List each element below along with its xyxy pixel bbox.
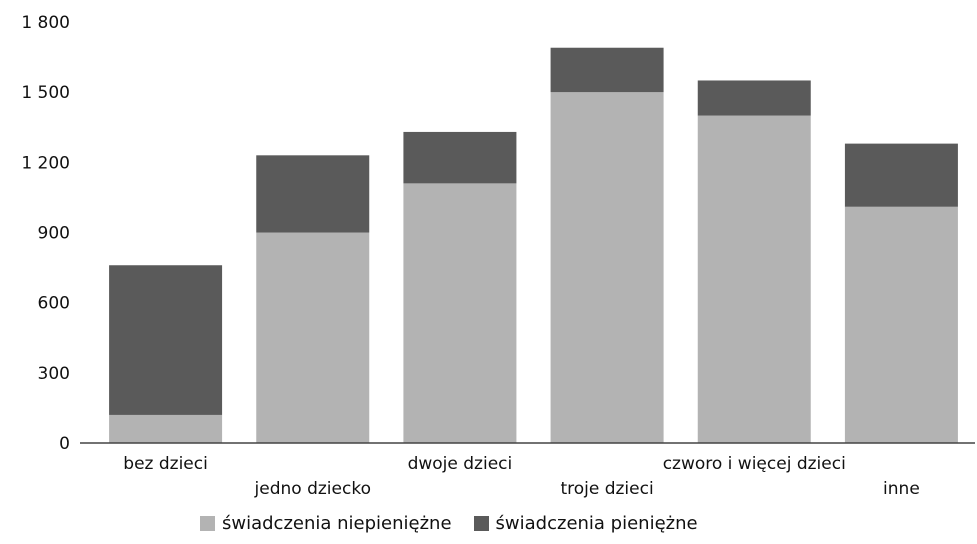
- y-axis-ticks: 0 300 600 900 1 200 1 500 1 800: [21, 13, 70, 454]
- legend-swatch-nonmonetary: [200, 516, 215, 531]
- x-category-label: dwoje dzieci: [408, 454, 513, 474]
- y-tick-label: 1 500: [21, 83, 70, 103]
- bar-segment-monetary-4: [697, 80, 811, 116]
- bar-segment-monetary-3: [550, 47, 664, 93]
- legend-label-monetary: świadczenia pieniężne: [495, 513, 698, 534]
- legend-label-nonmonetary: świadczenia niepieniężne: [222, 513, 452, 534]
- x-category-label: inne: [883, 479, 920, 499]
- bar-segment-monetary-5: [844, 143, 958, 207]
- bar-segment-nonmonetary-5: [844, 206, 958, 443]
- bar-segment-monetary-2: [403, 131, 517, 184]
- y-tick-label: 0: [59, 434, 70, 454]
- bar-segment-nonmonetary-3: [550, 92, 664, 444]
- bar-segment-nonmonetary-0: [109, 414, 223, 443]
- legend: świadczenia niepieniężne świadczenia pie…: [200, 513, 720, 534]
- legend-item-nonmonetary: świadczenia niepieniężne: [200, 513, 452, 534]
- bar-segment-monetary-0: [109, 265, 223, 415]
- y-tick-label: 300: [38, 364, 70, 384]
- x-category-label: czworo i więcej dzieci: [663, 454, 846, 474]
- y-tick-label: 1 200: [21, 153, 70, 173]
- x-axis-labels: bez dzieci jedno dziecko dwoje dzieci troje…: [123, 454, 919, 499]
- legend-swatch-monetary: [473, 516, 489, 531]
- y-tick-label: 600: [38, 294, 70, 314]
- y-tick-label: 900: [38, 224, 70, 244]
- bar-segment-monetary-1: [256, 155, 370, 233]
- bars: [109, 47, 958, 444]
- x-category-label: bez dzieci: [123, 454, 208, 474]
- x-category-label: troje dzieci: [560, 479, 653, 499]
- bar-segment-nonmonetary-1: [256, 232, 370, 443]
- chart: 0 300 600 900 1 200 1 500 1 800 bez dzieci jedn…: [21, 13, 975, 499]
- y-tick-label: 1 800: [21, 13, 70, 33]
- x-category-label: jedno dziecko: [254, 479, 371, 499]
- legend-item-monetary: świadczenia pieniężne: [473, 513, 698, 534]
- bar-segment-nonmonetary-4: [697, 115, 811, 444]
- bar-segment-nonmonetary-2: [403, 183, 517, 443]
